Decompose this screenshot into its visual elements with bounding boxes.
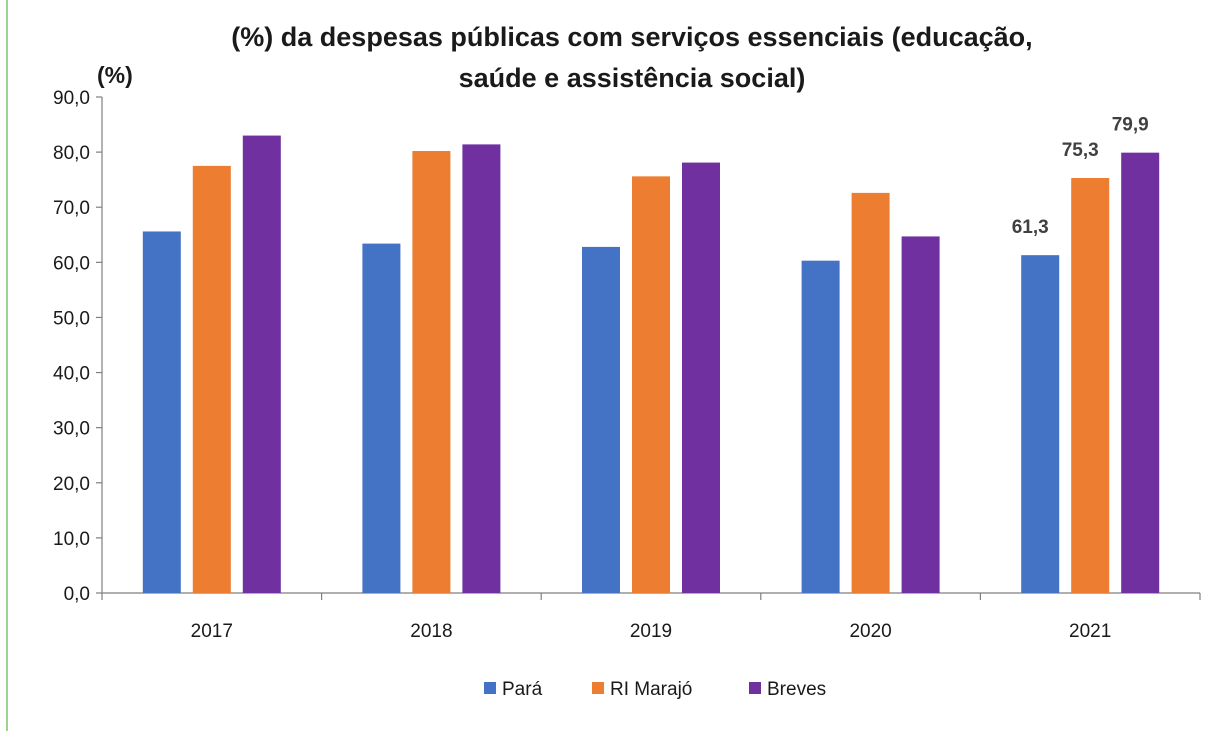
- data-label: 61,3: [1012, 217, 1049, 238]
- data-labels-group: 61,3 75,3 79,9: [1012, 115, 1149, 239]
- bars-group: [142, 135, 1160, 594]
- bar-ri-maraj--2019: [632, 176, 670, 594]
- left-border-line: [6, 0, 8, 731]
- y-tick-label: 0,0: [64, 584, 90, 605]
- y-tick-label: 10,0: [53, 529, 90, 550]
- y-tick-label: 30,0: [53, 419, 90, 440]
- x-tick-label: 2021: [1069, 621, 1111, 642]
- bar-par--2017: [142, 231, 181, 593]
- x-tick-label: 2017: [191, 621, 233, 642]
- bar-breves-2021: [1121, 152, 1160, 593]
- bar-ri-maraj--2017: [192, 165, 231, 593]
- bar-breves-2020: [901, 236, 940, 594]
- bar-par--2020: [801, 260, 840, 593]
- axes: 0,0 10,0 20,0 30,0 40,0 50,0 60,0 70,0 80,0 90,0 2…: [53, 88, 1201, 642]
- data-label: 79,9: [1112, 115, 1149, 136]
- data-label: 75,3: [1062, 140, 1099, 161]
- legend-swatch: [592, 682, 604, 694]
- bar-ri-maraj--2018: [412, 151, 451, 593]
- legend-swatch: [749, 682, 761, 694]
- y-tick-label: 90,0: [53, 88, 90, 109]
- legend-label: Breves: [767, 679, 826, 700]
- y-tick-label: 40,0: [53, 364, 90, 385]
- bar-par--2021: [1021, 255, 1060, 593]
- bar-ri-maraj--2021: [1071, 178, 1110, 593]
- y-tick-label: 70,0: [53, 198, 90, 219]
- chart-title-line-1: (%) da despesas públicas com serviços es…: [231, 22, 1032, 52]
- legend-label: Pará: [502, 679, 543, 700]
- bar-breves-2017: [242, 135, 281, 594]
- chart-title-line-2: saúde e assistência social): [459, 63, 806, 93]
- legend-label: RI Marajó: [610, 679, 692, 700]
- x-tick-label: 2020: [849, 621, 891, 642]
- y-axis-label: (%): [97, 62, 133, 88]
- y-tick-label: 60,0: [53, 253, 90, 274]
- x-tick-label: 2019: [630, 621, 672, 642]
- bar-ri-maraj--2020: [851, 192, 890, 594]
- bar-par--2019: [582, 246, 620, 593]
- legend: Pará RI Marajó Breves: [484, 679, 826, 700]
- y-tick-label: 80,0: [53, 143, 90, 164]
- x-tick-label: 2018: [410, 621, 452, 642]
- y-tick-label: 20,0: [53, 474, 90, 495]
- bar-breves-2018: [462, 144, 501, 593]
- legend-swatch: [484, 682, 496, 694]
- bar-breves-2019: [682, 162, 720, 594]
- y-tick-label: 50,0: [53, 308, 90, 329]
- bar-par--2018: [362, 243, 401, 593]
